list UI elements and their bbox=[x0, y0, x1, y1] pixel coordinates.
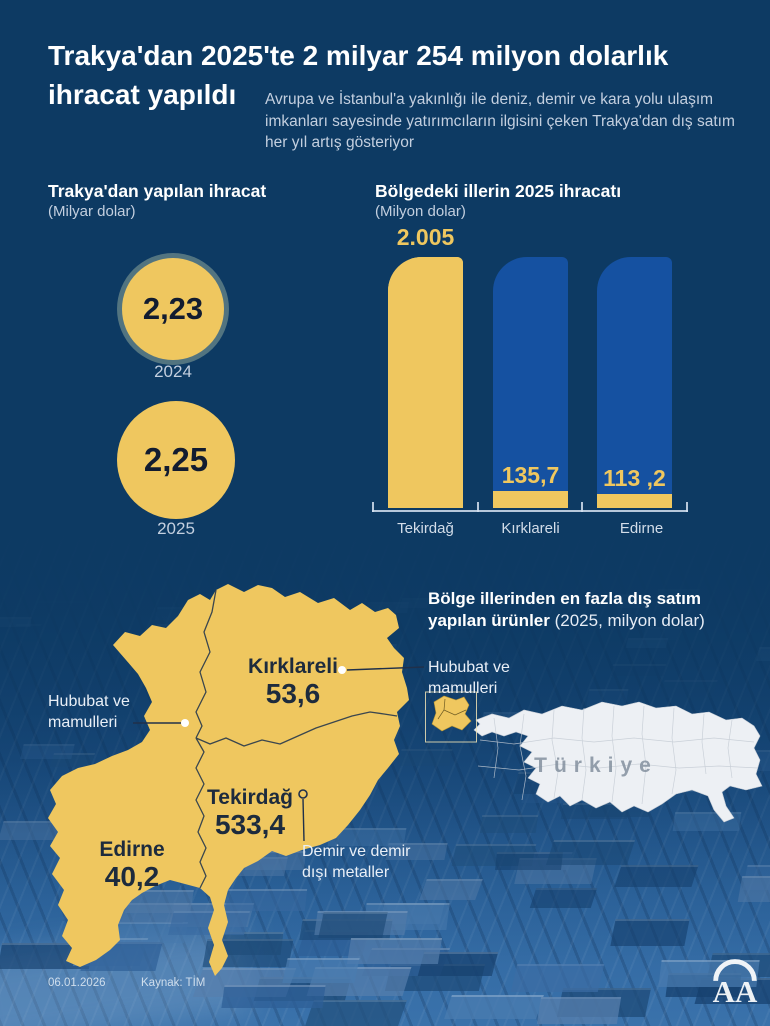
marker-dot-tekirdag-product bbox=[298, 789, 308, 799]
anadolu-agency-logo: AA bbox=[713, 959, 758, 1009]
annotation-hububat-right: Hububat ve mamulleri bbox=[428, 659, 510, 697]
circle-chart-title: Trakya'dan yapılan ihracat bbox=[48, 181, 267, 201]
title-line-1: Trakya'dan 2025'te 2 milyar 254 milyon d… bbox=[48, 40, 669, 71]
bar-chart: 2.005 135,7 113 ,2 Tekirdağ Kırklareli E… bbox=[372, 225, 688, 537]
bar-label-kirklareli: Kırklareli bbox=[501, 520, 560, 537]
map-section-title: Bölge illerinden en fazla dış satım yapı… bbox=[428, 588, 758, 632]
source-credit: Kaynak: TİM bbox=[141, 977, 206, 989]
leader-line-bottom bbox=[302, 798, 305, 842]
circle-chart-unit: (Milyar dolar) bbox=[48, 203, 136, 220]
year-label-2025: 2025 bbox=[157, 519, 195, 538]
title-line-2: ihracat yapıldı bbox=[48, 79, 237, 110]
border-kirklareli-tekirdag bbox=[195, 711, 398, 747]
publish-date: 06.01.2026 bbox=[48, 977, 106, 989]
trakya-region-shape bbox=[48, 584, 409, 976]
map-title-line-2: yapılan ürünler (2025, milyon dolar) bbox=[428, 611, 705, 630]
axis-tick bbox=[477, 502, 479, 512]
bar-label-tekirdag: Tekirdağ bbox=[397, 520, 454, 537]
year-label-2024: 2024 bbox=[154, 362, 192, 381]
trakya-inset-borders bbox=[437, 698, 467, 720]
bar-tekirdag: 2.005 bbox=[388, 225, 463, 508]
bar-kirklareli: 135,7 bbox=[493, 257, 568, 508]
axis-tick bbox=[686, 502, 688, 512]
page-subtitle: Avrupa ve İstanbul'a yakınlığı ile deniz… bbox=[265, 91, 735, 151]
turkiye-country-label: Türkiye bbox=[534, 754, 658, 777]
bar-edirne-value: 113 ,2 bbox=[603, 465, 666, 491]
bar-edirne-background bbox=[597, 257, 672, 508]
border-edirne-tekirdag bbox=[195, 737, 207, 889]
aa-logo-letters: AA bbox=[713, 974, 758, 1009]
bar-edirne: 113 ,2 bbox=[597, 257, 672, 508]
province-label-edirne: Edirne 40,2 bbox=[99, 838, 165, 892]
province-label-kirklareli: Kırklareli 53,6 bbox=[248, 655, 338, 709]
border-edirne-kirklareli bbox=[195, 589, 217, 739]
bar-chart-title: Bölgedeki illerin 2025 ihracatı bbox=[375, 181, 622, 201]
map-title-line-1: Bölge illerinden en fazla dış satım bbox=[428, 589, 702, 608]
turkiye-shape bbox=[473, 701, 763, 823]
export-value-circle-2025: 2,25 bbox=[117, 401, 235, 519]
bar-edirne-fill bbox=[597, 494, 672, 508]
page-title: Trakya'dan 2025'te 2 milyar 254 milyon d… bbox=[48, 36, 668, 114]
marker-dot-edirne-product bbox=[181, 719, 189, 727]
bar-label-edirne: Edirne bbox=[619, 520, 664, 537]
export-value-circle-2024: 2,23 bbox=[122, 258, 224, 360]
turkiye-map: Türkiye bbox=[425, 691, 763, 823]
bar-kirklareli-fill bbox=[493, 491, 568, 508]
bar-tekirdag-value: 2.005 bbox=[396, 224, 455, 250]
annotation-hububat-left: Hububat ve mamulleri bbox=[48, 693, 130, 731]
aa-logo-arc bbox=[713, 959, 757, 982]
leader-line-right bbox=[346, 666, 425, 671]
axis-tick bbox=[372, 502, 374, 512]
bar-kirklareli-background bbox=[493, 257, 568, 508]
marker-dot-kirklareli-product bbox=[338, 666, 346, 674]
trakya-region-map bbox=[48, 584, 409, 976]
bar-kirklareli-value: 135,7 bbox=[501, 462, 560, 488]
trakya-inset-box bbox=[425, 691, 477, 743]
bar-chart-unit: (Milyon dolar) bbox=[375, 203, 466, 220]
annotation-demir: Demir ve demir dışı metaller bbox=[302, 843, 411, 881]
bar-tekirdag-fill bbox=[388, 257, 463, 508]
turkiye-province-borders bbox=[477, 705, 759, 805]
axis-tick bbox=[581, 502, 583, 512]
province-label-tekirdag: Tekirdağ 533,4 bbox=[207, 786, 293, 840]
